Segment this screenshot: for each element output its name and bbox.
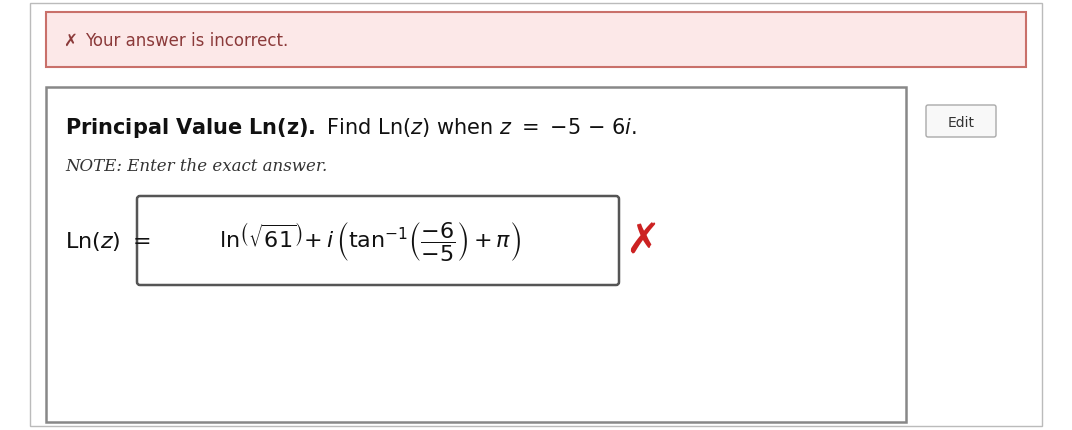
Text: NOTE: Enter the exact answer.: NOTE: Enter the exact answer. [65,158,327,175]
Text: $\mathbf{Principal\ Value\ Ln(}\mathit{\mathbf{z}}\mathbf{).}$$\mathrm{\ Find\ L: $\mathbf{Principal\ Value\ Ln(}\mathit{\… [65,116,637,140]
Text: Your answer is incorrect.: Your answer is incorrect. [85,32,288,50]
FancyBboxPatch shape [46,88,906,422]
FancyBboxPatch shape [137,197,619,286]
FancyBboxPatch shape [926,106,996,138]
Text: $\ln\!\left(\sqrt{61}\right)$$+\, i\,\left(\tan^{-1}\!\left(\dfrac{-6}{-5}\right: $\ln\!\left(\sqrt{61}\right)$$+\, i\,\le… [219,220,521,263]
FancyBboxPatch shape [30,4,1042,426]
FancyBboxPatch shape [46,13,1026,68]
Text: Edit: Edit [948,116,974,130]
Text: ✗: ✗ [63,32,77,50]
Text: $\mathrm{Ln}(\mathit{z})\ =$: $\mathrm{Ln}(\mathit{z})\ =$ [65,230,150,253]
Text: ✗: ✗ [626,221,660,262]
